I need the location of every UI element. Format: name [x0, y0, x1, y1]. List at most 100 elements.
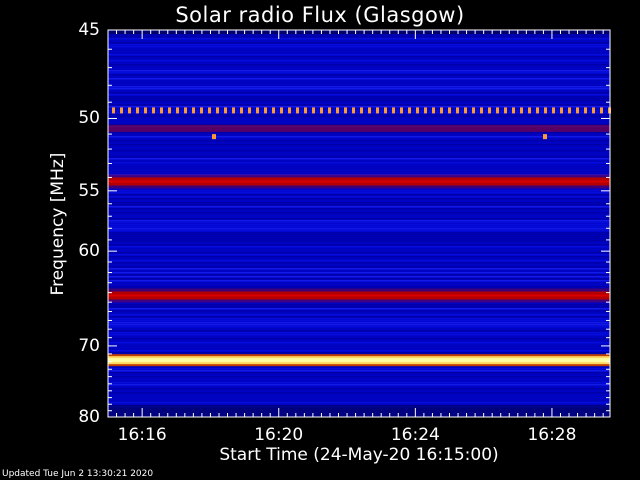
- heatmap-row: [108, 84, 610, 86]
- heatmap-row: [108, 352, 610, 354]
- heatmap-row: [108, 58, 610, 60]
- band-dot: [472, 107, 475, 114]
- heatmap-row: [108, 104, 610, 106]
- heatmap-row: [108, 120, 610, 122]
- heatmap-row: [108, 372, 610, 374]
- band-dot: [176, 107, 179, 114]
- heatmap-row: [108, 324, 610, 326]
- heatmap-row: [108, 340, 610, 342]
- heatmap-row: [108, 382, 610, 384]
- heatmap-row: [108, 154, 610, 156]
- heatmap-row: [108, 256, 610, 258]
- heatmap-row: [108, 398, 610, 400]
- heatmap-row: [108, 92, 610, 94]
- heatmap-row: [108, 94, 610, 96]
- band-dot: [192, 107, 195, 114]
- heatmap-row: [108, 244, 610, 246]
- heatmap-row: [108, 132, 610, 134]
- heatmap-row: [108, 164, 610, 166]
- band-dot: [560, 107, 563, 114]
- band-dot: [544, 107, 547, 114]
- y-tick-label: 60: [78, 241, 100, 262]
- heatmap-row: [108, 38, 610, 40]
- heatmap-row: [108, 66, 610, 68]
- band-dot: [288, 107, 291, 114]
- heatmap-row: [108, 86, 610, 88]
- heatmap-row: [108, 306, 610, 308]
- heatmap-row: [108, 138, 610, 140]
- band-dot: [216, 107, 219, 114]
- heatmap-row: [108, 156, 610, 158]
- heatmap-row: [108, 62, 610, 64]
- heatmap-row: [108, 82, 610, 84]
- heatmap-row: [108, 220, 610, 222]
- heatmap-row: [108, 42, 610, 44]
- band-dot: [168, 107, 171, 114]
- heatmap-row: [108, 152, 610, 154]
- heatmap-row: [108, 190, 610, 192]
- heatmap-row: [108, 68, 610, 70]
- heatmap-row: [108, 200, 610, 202]
- band-dot: [496, 107, 499, 114]
- heatmap-row: [108, 330, 610, 332]
- band-dot: [272, 107, 275, 114]
- band-dot: [232, 107, 235, 114]
- heatmap-row: [108, 240, 610, 242]
- band-dot: [504, 107, 507, 114]
- heatmap-row: [108, 106, 610, 108]
- heatmap-row: [108, 196, 610, 198]
- heatmap-row: [108, 252, 610, 254]
- heatmap-row: [108, 202, 610, 204]
- y-axis-title: Frequency [MHz]: [48, 152, 68, 296]
- heatmap-row: [108, 36, 610, 38]
- heatmap-row: [108, 114, 610, 116]
- band-dot: [112, 107, 115, 114]
- heatmap-row: [108, 390, 610, 392]
- heatmap-row: [108, 314, 610, 316]
- y-tick-label: 80: [78, 407, 100, 427]
- heatmap-row: [108, 198, 610, 200]
- heatmap-row: [108, 378, 610, 380]
- heatmap-row: [108, 188, 610, 190]
- heatmap-row: [108, 166, 610, 168]
- heatmap-row: [108, 56, 610, 58]
- heatmap-row: [108, 304, 610, 306]
- band-dot: [592, 107, 595, 114]
- band-dot: [424, 107, 427, 114]
- heatmap-row: [108, 384, 610, 386]
- heatmap-row: [108, 192, 610, 194]
- band-dot: [600, 107, 603, 114]
- heatmap-row: [108, 230, 610, 232]
- heatmap-row: [108, 336, 610, 338]
- plot-frame: [107, 29, 611, 418]
- band-dot: [264, 107, 267, 114]
- heatmap-row: [108, 108, 610, 110]
- heatmap-row: [108, 40, 610, 42]
- heatmap-row: [108, 400, 610, 402]
- heatmap-row: [108, 346, 610, 348]
- heatmap-row: [108, 234, 610, 236]
- band-dot: [416, 107, 419, 114]
- heatmap-row: [108, 148, 610, 150]
- heatmap-row: [108, 310, 610, 312]
- band-dot: [576, 107, 579, 114]
- band-dot: [120, 107, 123, 114]
- heatmap-row: [108, 116, 610, 118]
- heatmap-row: [108, 286, 610, 288]
- heatmap-row: [108, 76, 610, 78]
- heatmap-row: [108, 250, 610, 252]
- heatmap-row: [108, 328, 610, 330]
- band-dot: [552, 107, 555, 114]
- heatmap-row: [108, 168, 610, 170]
- heatmap-row: [108, 70, 610, 72]
- heatmap-row: [108, 54, 610, 56]
- band-dot: [136, 107, 139, 114]
- band-dot: [448, 107, 451, 114]
- y-tick-label: 55: [78, 180, 100, 201]
- heatmap-row: [108, 44, 610, 46]
- heatmap-row: [108, 110, 610, 112]
- heatmap-row: [108, 334, 610, 336]
- band-dot: [304, 107, 307, 114]
- heatmap-row: [108, 72, 610, 74]
